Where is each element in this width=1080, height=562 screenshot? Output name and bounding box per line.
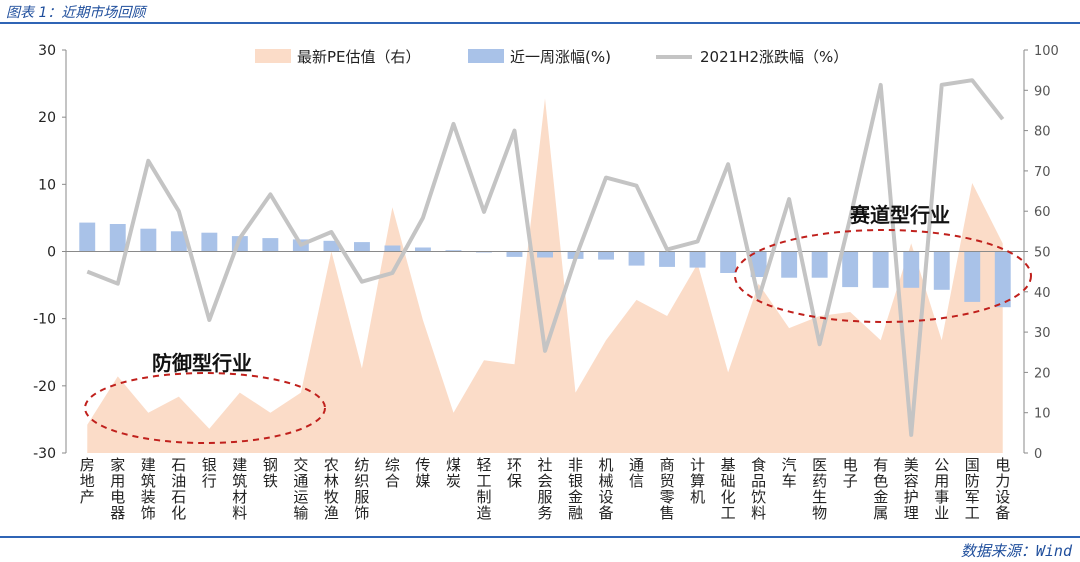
h2-line-layer [86,78,1005,437]
week-bar [781,251,798,278]
h2-line [86,78,1005,437]
defensive-label: 防御型行业 [152,351,252,375]
week-bar [109,224,126,252]
category-label: 房地产 [80,456,95,506]
legend-swatch-pe [255,49,291,63]
category-label: 公用事业 [934,456,949,522]
week-bar [537,251,553,258]
track-ellipse [734,229,1032,323]
left-tick-label: 30 [38,43,56,59]
category-label: 环保 [507,456,522,490]
week-bar [170,231,187,252]
right-tick-label: 0 [1034,447,1042,462]
legend-label-pe: 最新PE估值（右） [297,48,421,66]
right-tick-label: 90 [1034,84,1051,99]
week-bar [628,251,645,266]
week-bar [506,251,523,257]
week-bar [354,242,370,252]
left-tick-label: -10 [33,312,56,328]
right-tick-label: 100 [1034,44,1059,59]
category-label: 医药生物 [812,456,827,522]
right-tick-label: 30 [1034,326,1051,341]
bottom-rule [0,536,1080,538]
source-note: 数据来源：Wind [960,542,1072,560]
category-label: 有色金属 [873,456,888,522]
category-label: 家用电器 [110,456,125,522]
figure-title: 图表 1：近期市场回顾 [6,5,146,21]
category-label: 美容护理 [904,456,919,522]
category-label: 传媒 [415,456,430,490]
category-label: 纺织服饰 [354,456,369,522]
legend-label-h2: 2021H2涨跌幅（%） [700,48,848,66]
week-bar [140,228,157,252]
category-label: 银行 [202,456,217,490]
category-label: 国防军工 [965,456,980,522]
week-bar [79,222,96,252]
week-bar [598,251,614,260]
left-tick-label: 0 [47,245,56,261]
week-bar [964,251,981,302]
right-tick-label: 70 [1034,165,1051,180]
category-label: 社会服务 [537,456,552,522]
category-label: 通信 [629,456,644,490]
week-bar [903,251,920,288]
week-bar [445,250,462,252]
category-label: 建筑材料 [232,456,247,522]
week-bar [689,251,706,268]
right-tick-label: 10 [1034,407,1051,422]
week-bar [384,245,401,252]
legend-label-week: 近一周涨幅(%) [510,48,611,66]
week-bar [994,251,1011,308]
pe-area [87,98,1003,454]
left-tick-label: 20 [38,110,56,126]
pe-area-layer [87,98,1003,454]
category-label: 综合 [385,456,400,490]
week-bar [811,251,828,278]
category-label: 机械设备 [598,456,613,522]
week-bar [415,247,431,252]
category-label: 商贸零售 [660,456,675,522]
week-bar [201,232,218,252]
track-label: 赛道型行业 [849,203,950,227]
category-label: 食品饮料 [751,456,766,522]
category-label: 电子 [843,456,858,490]
category-label: 石油石化 [171,456,186,522]
category-label: 电力设备 [995,456,1010,522]
left-tick-label: 10 [38,177,56,193]
category-label: 非银金融 [568,456,583,522]
category-label: 煤炭 [446,456,461,490]
annotation-layer: 防御型行业 赛道型行业 [84,203,1032,444]
right-tick-label: 40 [1034,286,1051,301]
week-bar [933,251,950,290]
right-tick-label: 50 [1034,246,1051,261]
right-tick-label: 60 [1034,205,1051,220]
category-label: 交通运输 [293,456,308,522]
category-label: 轻工制造 [476,456,491,522]
week-bar [842,251,859,288]
defensive-ellipse [84,372,326,444]
right-tick-label: 20 [1034,366,1051,381]
category-label: 汽车 [782,456,797,490]
left-tick-label: -20 [33,379,56,395]
week-bar [872,251,889,288]
week-bar [323,240,340,252]
left-tick-label: -30 [33,446,56,462]
right-tick-label: 80 [1034,125,1051,140]
category-label: 建筑装饰 [141,456,156,522]
axes-layer: -30 -20 -10 0 10 20 30 0 10 20 30 40 50 60 70 80 90 100 房地… [33,43,1059,522]
legend: 最新PE估值（右） 近一周涨幅(%) 2021H2涨跌幅（%） [255,48,848,66]
category-label: 基础化工 [721,456,736,522]
week-bar [659,251,675,267]
category-label: 农林牧渔 [324,456,339,522]
category-label: 计算机 [690,456,705,506]
week-bar [750,251,767,277]
week-bar [262,238,279,252]
legend-swatch-week [468,49,504,63]
top-rule [0,22,1080,24]
category-label: 钢铁 [263,456,278,490]
week-bar [720,251,737,273]
